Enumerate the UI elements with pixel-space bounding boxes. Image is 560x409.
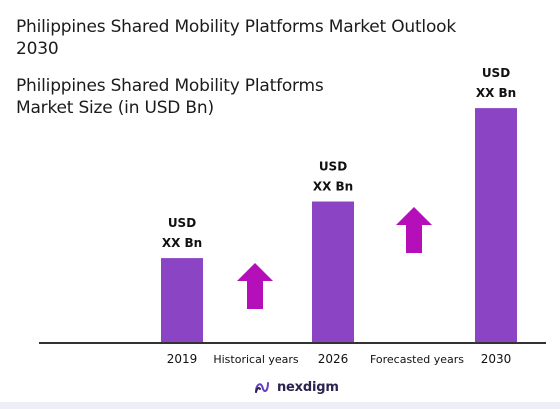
bar-value-label: XX Bn xyxy=(476,86,516,100)
growth-arrow-icon xyxy=(396,207,432,253)
bar-2030 xyxy=(475,108,517,343)
x-tick-label-2019: 2019 xyxy=(167,352,198,366)
footer-bar xyxy=(0,402,560,409)
page-title: Philippines Shared Mobility Platforms Ma… xyxy=(16,17,456,59)
bar-2026 xyxy=(312,201,354,343)
chart-subtitle: Philippines Shared Mobility Platforms Ma… xyxy=(16,76,324,118)
bar-value-label: XX Bn xyxy=(313,180,353,194)
bar-value-label: USD xyxy=(168,216,196,230)
logo-text: nexdigm xyxy=(277,379,339,395)
bar-value-label: USD xyxy=(482,66,510,80)
period-label: Forecasted years xyxy=(370,353,464,366)
x-tick-label-2026: 2026 xyxy=(318,352,349,366)
nexdigm-logo: nexdigm xyxy=(253,379,339,395)
bar-value-label: USD xyxy=(319,160,347,174)
nexdigm-logo-icon xyxy=(255,382,269,393)
x-tick-label-2030: 2030 xyxy=(481,352,512,366)
bar-2019 xyxy=(161,258,203,343)
growth-arrow-icon xyxy=(237,263,273,309)
period-label: Historical years xyxy=(213,353,299,366)
bar-value-label: XX Bn xyxy=(162,236,202,250)
